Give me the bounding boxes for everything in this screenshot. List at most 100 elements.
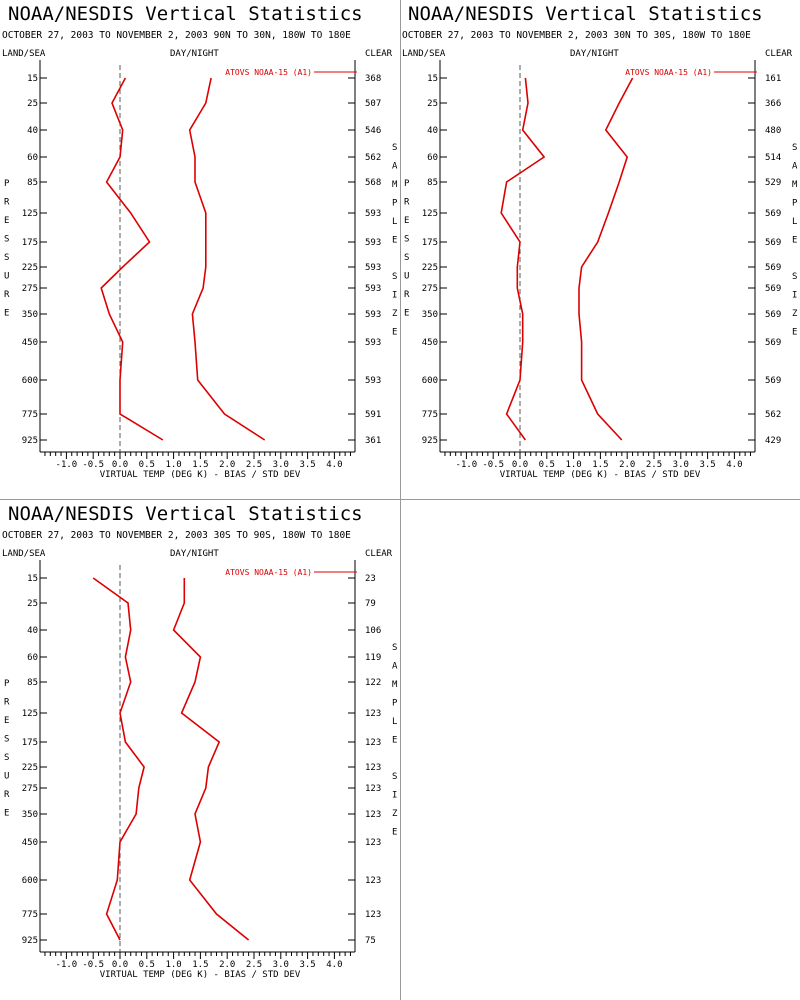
series-line-bias: [100, 77, 164, 441]
pressure-level-label: 450: [22, 838, 38, 848]
pressure-level-label: 450: [422, 338, 438, 348]
sample-size-label: 507: [365, 99, 381, 109]
pressure-axis-letter: P: [404, 179, 410, 189]
sample-size-label: 562: [765, 410, 781, 420]
x-tick-label: 4.0: [726, 460, 742, 470]
pressure-axis-letter: E: [4, 716, 9, 726]
sample-size-axis-letter: S: [792, 143, 797, 153]
x-axis-label: VIRTUAL TEMP (DEG K) - BIAS / STD DEV: [100, 970, 301, 980]
chart-panel-2: NOAA/NESDIS Vertical Statistics OCTOBER 2…: [402, 3, 798, 480]
sample-size-label: 593: [365, 238, 381, 248]
sample-size-label: 546: [365, 126, 381, 136]
x-tick-label: 2.0: [219, 460, 235, 470]
x-tick-label: 2.5: [246, 960, 262, 970]
pressure-axis-letter: P: [4, 679, 10, 689]
x-tick-label: 2.0: [619, 460, 635, 470]
sample-size-axis-letter: E: [792, 328, 797, 338]
x-tick-label: 2.0: [219, 960, 235, 970]
pressure-axis-letter: U: [4, 272, 9, 282]
series-line-bias: [92, 577, 145, 941]
sample-size-label: 593: [365, 284, 381, 294]
sample-size-axis-letter: I: [792, 291, 797, 301]
pressure-level-label: 225: [22, 763, 38, 773]
sample-size-axis-letter: S: [392, 272, 397, 282]
sample-size-label: 569: [765, 284, 781, 294]
sample-size-axis-letter: P: [392, 699, 398, 709]
pressure-level-label: 25: [27, 99, 38, 109]
pressure-level-label: 40: [427, 126, 438, 136]
pressure-axis-letter: E: [4, 216, 9, 226]
sample-size-axis-letter: S: [392, 772, 397, 782]
sample-size-label: 514: [765, 153, 781, 163]
sample-size-axis-letter: Z: [792, 309, 798, 319]
pressure-axis-letter: S: [404, 253, 409, 263]
pressure-level-label: 60: [27, 153, 38, 163]
x-tick-label: 1.5: [192, 460, 208, 470]
sample-size-axis-letter: M: [792, 180, 798, 190]
chart-title: NOAA/NESDIS Vertical Statistics: [8, 3, 363, 25]
sample-size-axis-letter: A: [392, 662, 398, 672]
sample-size-axis-letter: P: [392, 199, 398, 209]
pressure-level-label: 175: [422, 238, 438, 248]
header-day-night: DAY/NIGHT: [170, 549, 219, 559]
sample-size-axis-letter: L: [392, 717, 397, 727]
sample-size-label: 569: [765, 238, 781, 248]
pressure-axis-letter: E: [404, 309, 409, 319]
x-tick-label: 0.0: [512, 460, 528, 470]
sample-size-label: 569: [765, 376, 781, 386]
sample-size-label: 569: [765, 338, 781, 348]
pressure-axis-letter: S: [4, 735, 9, 745]
header-land-sea: LAND/SEA: [2, 49, 46, 59]
pressure-level-label: 40: [27, 126, 38, 136]
pressure-level-label: 125: [422, 209, 438, 219]
sample-size-axis-letter: P: [792, 199, 798, 209]
legend-label: ATOVS NOAA-15 (A1): [225, 68, 312, 77]
sample-size-label: 569: [765, 263, 781, 273]
x-tick-label: 3.0: [273, 460, 289, 470]
sample-size-axis-letter: S: [392, 643, 397, 653]
sample-size-label: 123: [365, 738, 381, 748]
x-tick-label: 0.5: [539, 460, 555, 470]
x-tick-label: 2.5: [246, 460, 262, 470]
x-axis-label: VIRTUAL TEMP (DEG K) - BIAS / STD DEV: [500, 470, 701, 480]
sample-size-axis-letter: E: [392, 328, 397, 338]
pressure-axis-letter: S: [4, 235, 9, 245]
x-tick-label: 3.0: [673, 460, 689, 470]
sample-size-axis-letter: Z: [392, 809, 398, 819]
sample-size-axis-letter: M: [392, 680, 398, 690]
x-axis-label: VIRTUAL TEMP (DEG K) - BIAS / STD DEV: [100, 470, 301, 480]
sample-size-label: 593: [365, 310, 381, 320]
sample-size-label: 429: [765, 436, 781, 446]
chart-subtitle: OCTOBER 27, 2003 TO NOVEMBER 2, 2003 30N…: [402, 30, 751, 41]
sample-size-label: 161: [765, 74, 781, 84]
sample-size-label: 568: [365, 178, 381, 188]
pressure-level-label: 275: [422, 284, 438, 294]
pressure-axis-letter: S: [404, 235, 409, 245]
pressure-axis-letter: E: [4, 809, 9, 819]
sample-size-axis-letter: A: [792, 162, 798, 172]
series-line-bias: [500, 77, 546, 441]
x-tick-label: 4.0: [326, 960, 342, 970]
x-tick-label: 0.0: [112, 460, 128, 470]
x-tick-label: 1.5: [592, 460, 608, 470]
x-tick-label: -0.5: [482, 460, 504, 470]
sample-size-label: 591: [365, 410, 381, 420]
pressure-level-label: 25: [27, 599, 38, 609]
x-tick-label: 3.5: [299, 960, 315, 970]
sample-size-axis-letter: S: [792, 272, 797, 282]
pressure-level-label: 925: [22, 436, 38, 446]
sample-size-label: 123: [365, 876, 381, 886]
sample-size-axis-letter: S: [392, 143, 397, 153]
x-tick-label: 4.0: [326, 460, 342, 470]
x-tick-label: 0.5: [139, 960, 155, 970]
sample-size-axis-letter: I: [392, 291, 397, 301]
pressure-level-label: 85: [427, 178, 438, 188]
x-tick-label: 2.5: [646, 460, 662, 470]
pressure-axis-letter: U: [4, 772, 9, 782]
pressure-level-label: 775: [422, 410, 438, 420]
sample-size-label: 480: [765, 126, 781, 136]
sample-size-label: 75: [365, 936, 376, 946]
pressure-level-label: 85: [27, 678, 38, 688]
pressure-level-label: 925: [22, 936, 38, 946]
